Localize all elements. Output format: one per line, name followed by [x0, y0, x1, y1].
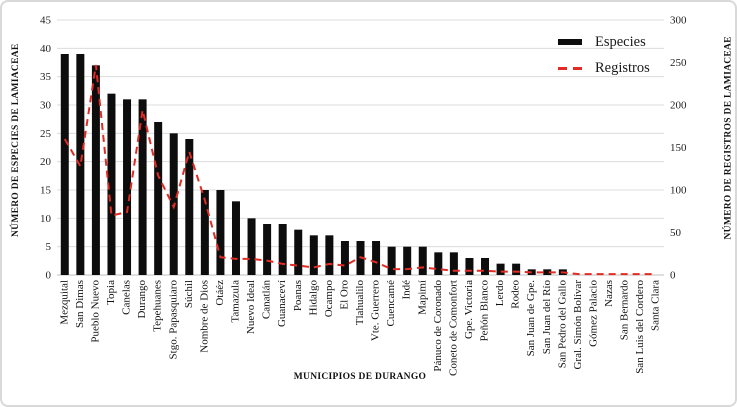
- right-tick-label: 150: [670, 142, 687, 154]
- category-label: Rodeo: [510, 280, 522, 309]
- especies-bar: [231, 201, 240, 275]
- category-label: Cuencamé: [385, 280, 397, 327]
- left-tick-label: 0: [46, 270, 52, 282]
- category-label: Nazas: [603, 280, 615, 307]
- category-label: Durango: [136, 280, 148, 319]
- registros-dash-swatch-icon: [558, 66, 582, 70]
- x-axis-title: MUNICIPIOS DE DURANGO: [293, 372, 427, 382]
- especies-bar-swatch-icon: [558, 39, 582, 45]
- left-tick-label: 30: [40, 100, 52, 112]
- especies-bar: [481, 258, 490, 275]
- category-label: Stgo. Papasquiaro: [167, 280, 179, 360]
- left-axis-title: NÚMERO DE ESPECIES DE LAMIACEAE: [11, 43, 21, 237]
- left-tick-label: 15: [40, 185, 52, 197]
- especies-bar: [123, 99, 132, 275]
- left-tick-label: 35: [40, 71, 52, 83]
- especies-bar: [200, 190, 209, 275]
- especies-bar: [278, 224, 287, 275]
- especies-bar: [325, 235, 334, 275]
- left-tick-label: 10: [40, 213, 52, 225]
- category-label: San Dimas: [74, 280, 86, 328]
- category-label: Guanaceví: [276, 280, 288, 327]
- especies-bar: [247, 218, 256, 275]
- right-tick-label: 300: [670, 15, 687, 27]
- category-label: Ocampo: [323, 280, 335, 318]
- especies-bar: [107, 93, 116, 276]
- legend-item-registros: Registros: [558, 55, 650, 81]
- category-label: Pánuco de Coronado: [432, 280, 444, 372]
- especies-bar: [309, 235, 318, 275]
- category-label: Otáéz: [214, 280, 226, 306]
- category-label: Tamazula: [230, 280, 242, 323]
- especies-bar: [340, 241, 349, 275]
- especies-bar: [60, 54, 69, 275]
- especies-bar: [372, 241, 381, 275]
- category-label: Topia: [105, 280, 117, 305]
- especies-bar: [434, 252, 443, 275]
- especies-bar: [449, 252, 458, 275]
- registros-line: [63, 64, 657, 276]
- category-label: Gral. Simón Bolívar: [572, 280, 584, 370]
- category-label: Súchil: [183, 280, 195, 308]
- category-label: Canelas: [121, 280, 133, 315]
- especies-bar: [465, 258, 474, 275]
- especies-bar: [154, 122, 163, 275]
- category-label: Nombre de Dios: [198, 280, 210, 353]
- especies-bar: [496, 263, 505, 275]
- category-label: Gpe. Victoria: [463, 280, 475, 339]
- category-label: San Juan de Gpe.: [525, 280, 537, 357]
- legend-label-registros: Registros: [595, 59, 650, 76]
- right-axis-title: NÚMERO DE REGISTROS DE LAMIACEAE: [723, 36, 734, 240]
- category-label: San Bernardo: [619, 280, 631, 341]
- category-label: Peñón Blanco: [479, 280, 491, 342]
- especies-bar: [403, 246, 412, 275]
- category-label: Pueblo Nuevo: [89, 280, 101, 343]
- category-label: Indé: [401, 280, 413, 300]
- right-tick-label: 100: [670, 185, 687, 197]
- legend: Especies Registros: [558, 29, 650, 81]
- category-label: Canatlán: [261, 280, 273, 320]
- category-label: Santa Clara: [650, 280, 662, 331]
- especies-bar: [216, 190, 225, 275]
- left-tick-label: 40: [40, 43, 52, 55]
- category-label: Mezquital: [58, 280, 70, 325]
- category-label: Coneto de Comonfort: [447, 280, 459, 376]
- left-tick-label: 45: [40, 15, 52, 27]
- category-label: San Pedro del Gallo: [556, 280, 568, 369]
- especies-bar: [138, 99, 147, 275]
- category-label: Gómez Palacio: [587, 280, 599, 347]
- category-label: El Oro: [338, 280, 350, 310]
- especies-bar: [263, 224, 272, 275]
- right-tick-label: 50: [670, 227, 682, 239]
- especies-bar: [418, 246, 427, 275]
- right-tick-label: 250: [670, 57, 687, 69]
- especies-bar: [91, 65, 100, 275]
- legend-label-especies: Especies: [595, 33, 646, 50]
- right-tick-label: 0: [670, 270, 676, 282]
- especies-bar: [185, 139, 194, 275]
- category-label: Lerdo: [494, 280, 506, 307]
- especies-bar: [294, 229, 303, 275]
- category-label: San Juan del Río: [541, 280, 553, 355]
- especies-bar: [387, 246, 396, 275]
- especies-bar: [543, 269, 552, 275]
- left-tick-label: 25: [40, 128, 52, 140]
- category-label: Mapimí: [416, 280, 428, 315]
- category-label: Poanas: [292, 280, 304, 311]
- category-label: Tepehuanes: [152, 280, 164, 332]
- category-label: San Luis del Cordero: [634, 280, 646, 374]
- left-tick-label: 5: [46, 241, 52, 253]
- category-label: Tlahualilo: [354, 280, 366, 326]
- especies-bar: [512, 263, 521, 275]
- left-tick-label: 20: [40, 156, 52, 168]
- category-label: Nuevo Ideal: [245, 280, 257, 334]
- legend-item-especies: Especies: [558, 29, 650, 55]
- right-tick-label: 200: [670, 100, 687, 112]
- category-label: Vte. Guerrero: [370, 280, 382, 342]
- category-label: Hidalgo: [307, 280, 319, 316]
